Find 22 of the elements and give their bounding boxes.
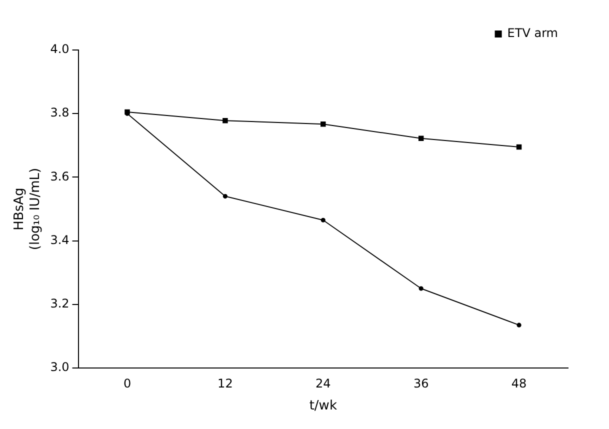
point bbox=[418, 136, 424, 142]
point bbox=[320, 121, 326, 127]
y-tick-label: 3.8 bbox=[50, 106, 70, 120]
point bbox=[320, 218, 326, 222]
point bbox=[222, 118, 228, 124]
point bbox=[418, 286, 424, 291]
x-tick-label: 0 bbox=[123, 376, 132, 390]
y-tick-label: 3.2 bbox=[50, 296, 70, 311]
point bbox=[516, 322, 522, 328]
point bbox=[516, 144, 522, 150]
y-tick-label: 3.4 bbox=[50, 232, 70, 247]
y-tick-label: 3.0 bbox=[50, 360, 70, 374]
x-tick-label: 12 bbox=[218, 376, 233, 390]
y-axis-title: HBsAg (log₁₀ IU/mL) bbox=[12, 168, 43, 250]
y-tick-label: 3.6 bbox=[50, 169, 70, 184]
legend-label: ETV arm bbox=[507, 26, 558, 40]
x-axis-title: t/wk bbox=[309, 398, 338, 414]
x-tick-label: 24 bbox=[316, 376, 331, 390]
x-tick-label: 48 bbox=[511, 376, 527, 390]
x-tick-label: 36 bbox=[413, 376, 429, 390]
y-tick-label: 4.0 bbox=[50, 42, 70, 56]
point bbox=[222, 194, 228, 199]
